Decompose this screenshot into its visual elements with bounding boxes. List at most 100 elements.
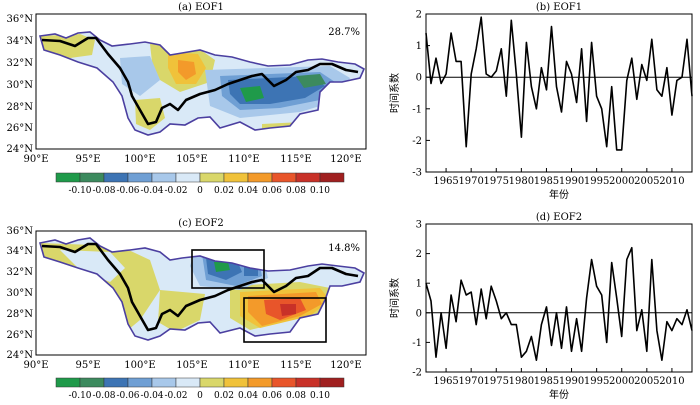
colorbar-label: 0.10 [310, 391, 330, 401]
colorbar-c: -0.10 -0.08 -0.06 -0.04 -0.02 0 0.02 0.04 0.06 0.… [55, 377, 345, 401]
colorbar-swatch [175, 172, 201, 183]
x-tick-label: 1965 [433, 376, 458, 387]
series-line [425, 16, 693, 151]
colorbar-label: 0.04 [238, 391, 258, 401]
lon-tick: 105°E [176, 154, 207, 165]
colorbar-label: -0.06 [116, 186, 139, 196]
x-axis-label: 年份 [549, 388, 569, 401]
colorbar-swatch [247, 172, 273, 183]
map-c-variance: 14.8% [328, 243, 360, 254]
x-axis-label: 年份 [549, 188, 569, 201]
chart-title: (b) EOF1 [536, 2, 582, 13]
y-tick-label: 0 [416, 73, 422, 84]
x-tick-label: 2000 [609, 376, 634, 387]
map-a-river [41, 36, 359, 126]
y-axis-label: 时间系数 [388, 278, 401, 318]
colorbar-label: 0.02 [214, 391, 234, 401]
lat-tick: 30°N [7, 288, 34, 299]
colorbar-swatch [151, 172, 177, 183]
map-a-variance: 28.7% [328, 27, 360, 38]
x-tick-label: 1975 [484, 376, 509, 387]
map-panel-a: (a) EOF1 28.7% 24°N 26°N 28°N 30°N 32°N [7, 2, 367, 196]
colorbar-label: -0.06 [116, 391, 139, 401]
colorbar-swatch [271, 172, 297, 183]
lat-tick: 30°N [7, 80, 34, 91]
y-tick-label: -2 [412, 368, 422, 379]
colorbar-swatch [151, 377, 177, 388]
x-tick-label: 1970 [458, 176, 483, 187]
lon-tick: 95°E [75, 360, 100, 371]
x-tick-label: 2010 [659, 176, 684, 187]
colorbar-label: 0.02 [214, 186, 234, 196]
colorbar-swatch [103, 377, 129, 388]
lat-tick: 26°N [7, 330, 34, 341]
lat-tick: 24°N [7, 350, 34, 361]
lon-tick: 90°E [23, 154, 48, 165]
lat-tick: 36°N [7, 226, 34, 237]
colorbar-label: -0.02 [164, 186, 187, 196]
lat-tick: 28°N [7, 309, 34, 320]
map-c-lon-ticks: 90°E 95°E 100°E 105°E 110°E 115°E 120°E [23, 360, 361, 371]
y-tick-label: 3 [416, 220, 422, 231]
colorbar-swatch [295, 172, 321, 183]
map-a-lat-ticks: 24°N 26°N 28°N 30°N 32°N 34°N 36°N [7, 14, 34, 155]
chart-title: (d) EOF2 [536, 212, 582, 223]
y-tick-label: -1 [412, 338, 422, 349]
lon-tick: 105°E [176, 360, 207, 371]
colorbar-label: -0.08 [92, 186, 115, 196]
series-line [425, 246, 693, 362]
colorbar-label: 0.08 [286, 186, 306, 196]
colorbar-label: -0.10 [68, 391, 91, 401]
colorbar-swatch [271, 377, 297, 388]
x-tick-label: 1990 [559, 176, 584, 187]
colorbar-swatch [127, 172, 153, 183]
lon-tick: 95°E [75, 154, 100, 165]
colorbar-label: 0.04 [238, 186, 258, 196]
x-tick-label: 1980 [509, 376, 534, 387]
lat-tick: 24°N [7, 144, 34, 155]
lon-tick: 115°E [280, 360, 311, 371]
colorbar-a: -0.10 -0.08 -0.06 -0.04 -0.02 0 0.02 0.04 0.06 0.… [55, 172, 345, 196]
y-tick-label: 1 [416, 41, 422, 52]
x-tick-label: 1980 [509, 176, 534, 187]
colorbar-swatch [223, 172, 249, 183]
lat-tick: 34°N [7, 246, 34, 257]
lon-tick: 100°E [124, 360, 155, 371]
colorbar-swatch [319, 172, 345, 183]
colorbar-swatch [247, 377, 273, 388]
x-tick-label: 1995 [584, 376, 609, 387]
y-axis-label: 时间系数 [388, 73, 401, 113]
region-box-north [191, 249, 265, 289]
y-tick-label: -2 [412, 136, 422, 147]
lat-tick: 36°N [7, 14, 34, 25]
y-tick-label: 2 [416, 249, 422, 260]
colorbar-swatch [175, 377, 201, 388]
x-tick-label: 1995 [584, 176, 609, 187]
colorbar-label: 0.06 [262, 391, 282, 401]
lon-tick: 90°E [23, 360, 48, 371]
lat-tick: 32°N [7, 58, 34, 69]
y-tick-label: -1 [412, 104, 422, 115]
y-tick-label: -3 [412, 168, 422, 179]
colorbar-label: 0 [197, 391, 203, 401]
colorbar-label: -0.02 [164, 391, 187, 401]
line-chart-d: (d) EOF2 -2 -1 0 1 2 3 1965 1970 1975 1980 1985 1990… [388, 212, 693, 401]
map-c-river [41, 242, 359, 332]
x-tick-label: 1985 [534, 176, 559, 187]
colorbar-swatch [199, 172, 225, 183]
colorbar-label: 0 [197, 186, 203, 196]
x-tick-label: 1970 [458, 376, 483, 387]
x-tick-label: 2000 [609, 176, 634, 187]
x-tick-label: 1975 [484, 176, 509, 187]
colorbar-label: -0.04 [140, 186, 163, 196]
lat-tick: 34°N [7, 36, 34, 47]
lon-tick: 100°E [124, 154, 155, 165]
map-a-title: (a) EOF1 [178, 2, 224, 13]
colorbar-swatch [199, 377, 225, 388]
colorbar-swatch [55, 377, 81, 388]
lat-tick: 32°N [7, 267, 34, 278]
lon-tick: 120°E [330, 154, 361, 165]
colorbar-swatch [55, 172, 81, 183]
colorbar-swatch [79, 172, 105, 183]
